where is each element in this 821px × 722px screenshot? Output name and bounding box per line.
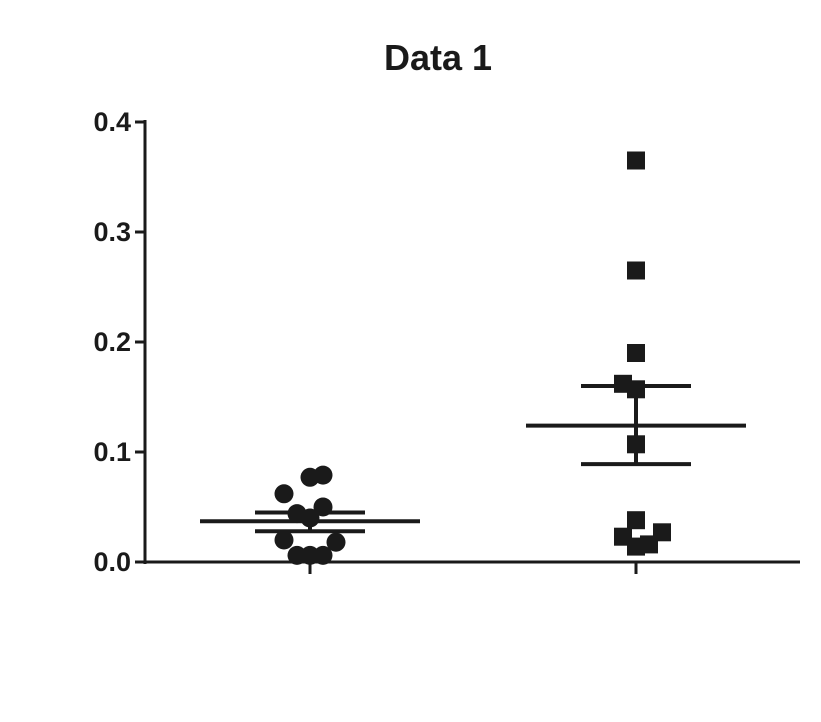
data-point-circle [300,545,320,565]
data-point-circle [274,530,294,550]
data-point-square [627,261,645,280]
data-point-circle [326,532,346,552]
y-tick-label: 0.2 [93,327,131,357]
y-tick-label: 0.3 [93,217,131,247]
y-tick-label: 0.4 [93,107,131,137]
y-axis-ticks: 0.0 0.1 0.2 0.3 0.4 [93,107,638,577]
y-tick-label: 0.1 [93,437,131,467]
data-point-circle [313,465,333,485]
chart-marks [200,151,746,565]
data-point-square [627,151,645,170]
y-tick-label: 0.0 [93,547,131,577]
data-point-circle [274,484,294,504]
data-point-square [653,523,671,542]
data-point-circle [313,545,333,565]
chart-title: Data 1 [384,37,492,78]
chart-axes [143,120,800,564]
data-point-square [627,511,645,530]
data-point-circle [287,545,307,565]
data-point-square [627,344,645,362]
